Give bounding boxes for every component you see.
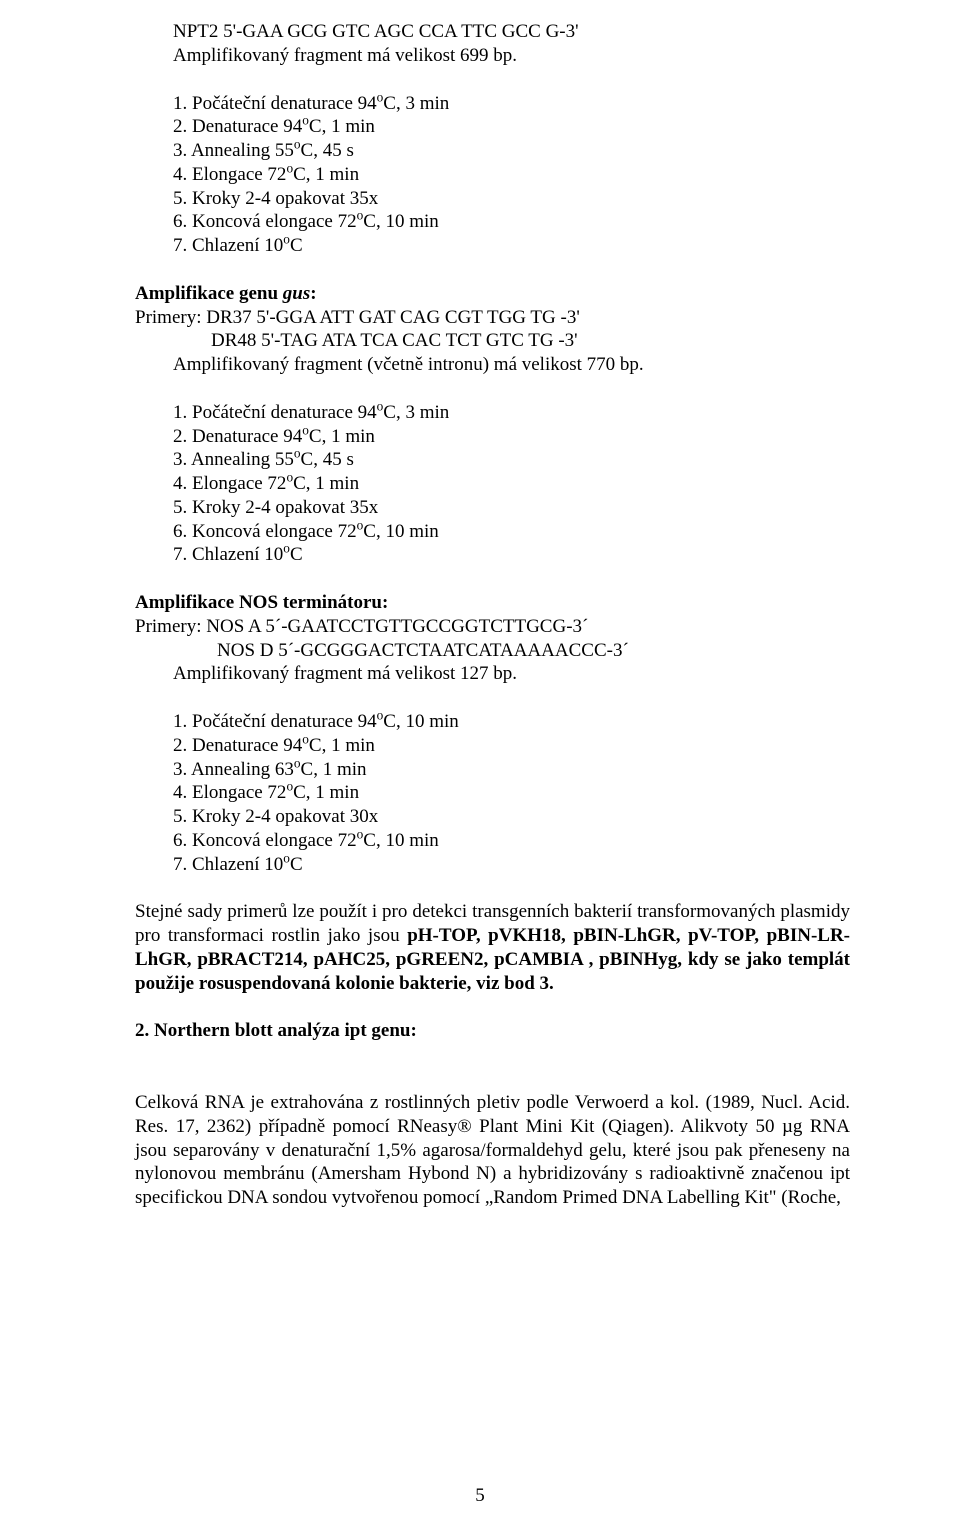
step-item: 4. Elongace 72oC, 1 min (173, 163, 850, 187)
primery-line-gus-2: DR48 5'-TAG ATA TCA CAC TCT GTC TG -3' (135, 329, 850, 353)
step-item: 7. Chlazení 10oC (173, 853, 850, 877)
document-page: NPT2 5'-GAA GCG GTC AGC CCA TTC GCC G-3'… (0, 0, 960, 1537)
step-item: 7. Chlazení 10oC (173, 543, 850, 567)
step-item: 5. Kroky 2-4 opakovat 30x (173, 805, 850, 829)
step-item: 2. Denaturace 94oC, 1 min (173, 425, 850, 449)
steps-block-3: 1. Počáteční denaturace 94oC, 10 min 2. … (173, 710, 850, 876)
step-item: 2. Denaturace 94oC, 1 min (173, 734, 850, 758)
primer-seq: DR37 5'-GGA ATT GAT CAG CGT TGG TG -3' (206, 307, 580, 328)
npt2-fragment-line: Amplifikovaný fragment má velikost 699 b… (173, 44, 850, 68)
step-item: 5. Kroky 2-4 opakovat 35x (173, 496, 850, 520)
step-item: 3. Annealing 63oC, 1 min (173, 758, 850, 782)
step-item: 7. Chlazení 10oC (173, 234, 850, 258)
step-item: 1. Počáteční denaturace 94oC, 3 min (173, 92, 850, 116)
npt2-primer-line: NPT2 5'-GAA GCG GTC AGC CCA TTC GCC G-3' (173, 20, 850, 44)
fragment-line-nos: Amplifikovaný fragment má velikost 127 b… (173, 662, 850, 686)
primery-line-nos-1: Primery: NOS A 5´-GAATCCTGTTGCCGGTCTTGCG… (135, 615, 850, 639)
step-item: 5. Kroky 2-4 opakovat 35x (173, 187, 850, 211)
steps-block-2: 1. Počáteční denaturace 94oC, 3 min 2. D… (173, 401, 850, 567)
steps-block-1: 1. Počáteční denaturace 94oC, 3 min 2. D… (173, 92, 850, 258)
step-item: 2. Denaturace 94oC, 1 min (173, 115, 850, 139)
section-gus-title: Amplifikace genu gus: (135, 282, 850, 306)
primer-seq: NOS A 5´-GAATCCTGTTGCCGGTCTTGCG-3´ (206, 616, 588, 637)
rna-paragraph: Celková RNA je extrahována z rostlinných… (135, 1091, 850, 1210)
step-item: 6. Koncová elongace 72oC, 10 min (173, 829, 850, 853)
primery-line-nos-2: NOS D 5´-GCGGGACTCTAATCATAAAAACCC-3´ (135, 639, 850, 663)
step-item: 6. Koncová elongace 72oC, 10 min (173, 210, 850, 234)
step-item: 1. Počáteční denaturace 94oC, 3 min (173, 401, 850, 425)
step-item: 6. Koncová elongace 72oC, 10 min (173, 520, 850, 544)
primer-block-npt2: NPT2 5'-GAA GCG GTC AGC CCA TTC GCC G-3'… (173, 20, 850, 68)
step-item: 1. Počáteční denaturace 94oC, 10 min (173, 710, 850, 734)
primery-line-gus-1: Primery: DR37 5'-GGA ATT GAT CAG CGT TGG… (135, 306, 850, 330)
step-item: 3. Annealing 55oC, 45 s (173, 448, 850, 472)
page-number: 5 (0, 1485, 960, 1507)
fragment-line-gus: Amplifikovaný fragment (včetně intronu) … (173, 353, 850, 377)
gene-name: gus (283, 283, 310, 304)
section-nos-title: Amplifikace NOS terminátoru: (135, 591, 850, 615)
primery-label: Primery: (135, 307, 206, 328)
heading-northern-blot: 2. Northern blott analýza ipt genu: (135, 1019, 850, 1043)
step-item: 3. Annealing 55oC, 45 s (173, 139, 850, 163)
step-item: 4. Elongace 72oC, 1 min (173, 472, 850, 496)
primery-label: Primery: (135, 616, 206, 637)
title-suffix: : (310, 283, 316, 304)
primers-usage-paragraph: Stejné sady primerů lze použít i pro det… (135, 900, 850, 995)
step-item: 4. Elongace 72oC, 1 min (173, 781, 850, 805)
title-prefix: Amplifikace genu (135, 283, 283, 304)
